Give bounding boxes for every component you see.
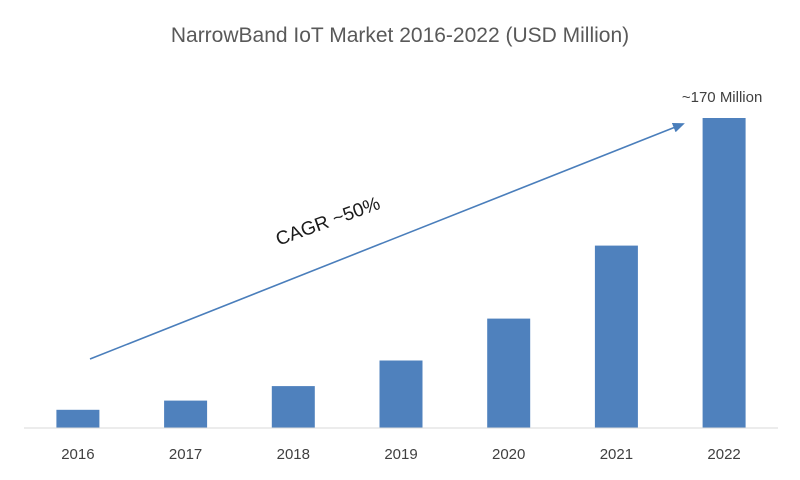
x-tick-label-2016: 2016 bbox=[61, 446, 94, 463]
bar-2021 bbox=[594, 245, 638, 428]
bars-group bbox=[56, 118, 746, 428]
x-tick-label-2018: 2018 bbox=[277, 446, 310, 463]
x-tick-label-2022: 2022 bbox=[707, 446, 740, 463]
data-label-2022: ~170 Million bbox=[682, 89, 762, 106]
bar-2019 bbox=[379, 360, 423, 428]
bar-2020 bbox=[487, 318, 531, 428]
data-labels: ~170 Million bbox=[682, 89, 762, 106]
x-tick-label-2020: 2020 bbox=[492, 446, 525, 463]
bar-2018 bbox=[271, 386, 315, 428]
chart-title: NarrowBand IoT Market 2016-2022 (USD Mil… bbox=[171, 24, 629, 47]
x-tick-label-2017: 2017 bbox=[169, 446, 202, 463]
bar-2022 bbox=[702, 118, 746, 428]
x-tick-label-2021: 2021 bbox=[600, 446, 633, 463]
x-tick-label-2019: 2019 bbox=[384, 446, 417, 463]
bar-2017 bbox=[164, 400, 208, 428]
cagr-arrow bbox=[89, 123, 685, 360]
bar-2016 bbox=[56, 409, 100, 428]
x-tick-labels: 2016 2017 2018 2019 2020 2021 2022 bbox=[61, 446, 741, 463]
cagr-annotation: CAGR ~50% bbox=[273, 193, 383, 250]
